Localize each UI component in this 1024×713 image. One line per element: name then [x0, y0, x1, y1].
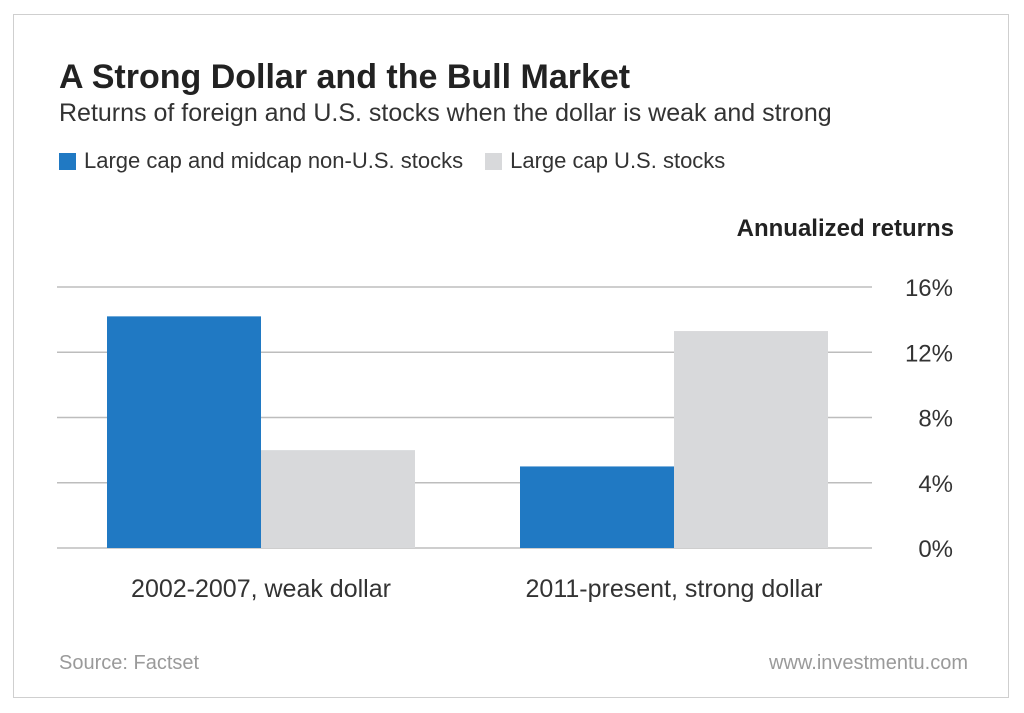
y-tick-label-8: 8%: [918, 406, 953, 433]
legend-label-non-us: Large cap and midcap non-U.S. stocks: [84, 148, 464, 173]
source-note: Source: Factset: [59, 652, 200, 674]
x-category-label-0: 2002-2007, weak dollar: [131, 575, 391, 603]
legend: Large cap and midcap non-U.S. stocks Lar…: [59, 147, 747, 175]
y-tick-label-4: 4%: [918, 471, 953, 498]
legend-item-non-us: Large cap and midcap non-U.S. stocks: [59, 148, 463, 174]
legend-item-us: Large cap U.S. stocks: [485, 148, 725, 174]
y-tick-label-16: 16%: [905, 275, 953, 302]
website-credit: www.investmentu.com: [769, 652, 968, 674]
bar-series0-cat1: [520, 466, 674, 548]
bar-series1-cat0: [261, 450, 415, 548]
chart-title: A Strong Dollar and the Bull Market: [59, 58, 631, 96]
y-tick-label-12: 12%: [905, 340, 953, 367]
legend-swatch-us: [485, 152, 503, 170]
legend-label-us: Large cap U.S. stocks: [510, 148, 726, 173]
bar-series1-cat1: [674, 331, 828, 548]
x-category-label-1: 2011-present, strong dollar: [526, 575, 823, 603]
chart-subtitle: Returns of foreign and U.S. stocks when …: [59, 99, 832, 127]
legend-swatch-non-us: [59, 152, 76, 170]
bar-series0-cat0: [107, 316, 261, 548]
y-tick-label-0: 0%: [918, 536, 953, 563]
y-axis-title: Annualized returns: [736, 215, 954, 242]
